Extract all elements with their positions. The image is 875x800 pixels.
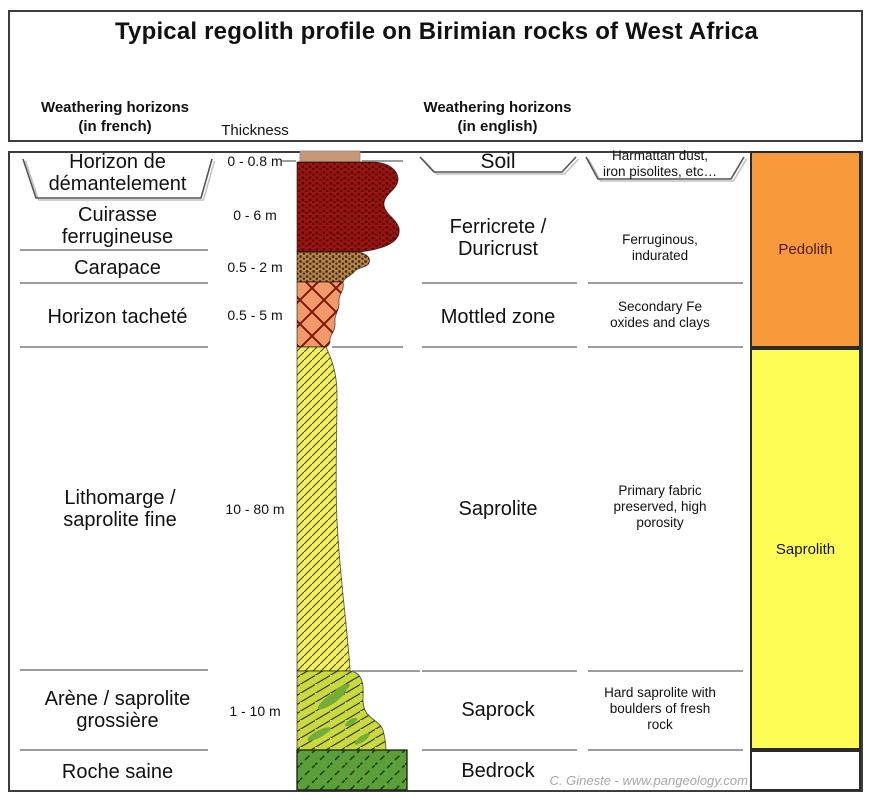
label-line: ferrugineuse xyxy=(61,226,174,248)
pedolith-label: Pedolith xyxy=(778,241,833,258)
english-label-ferricrete: Ferricrete / Duricrust xyxy=(418,216,578,260)
thickness-soil: 0 - 0.8 m xyxy=(227,153,283,169)
label-line: Cuirasse xyxy=(78,204,157,226)
label-line: Lithomarge / xyxy=(64,487,176,509)
note-line: Primary fabric xyxy=(618,483,702,498)
french-label-arene: Arène / saprolite grossière xyxy=(35,688,200,732)
note-line: oxides and clays xyxy=(610,315,710,330)
note-line: boulders of fresh xyxy=(609,701,711,716)
column-header-thickness: Thickness xyxy=(221,122,289,139)
french-label-lithomarge: Lithomarge / saprolite fine xyxy=(40,487,200,531)
label-line: saprolite fine xyxy=(63,509,177,531)
column-header-french-line2: (in french) xyxy=(78,118,152,135)
label-line: Duricrust xyxy=(457,238,538,260)
page-title: Typical regolith profile on Birimian roc… xyxy=(114,18,759,45)
note-harmattan: Harmattan dust, iron pisolites, etc… xyxy=(585,148,735,180)
column-header-french: Weathering horizons (in french) xyxy=(25,98,205,136)
english-label-saprolite: Saprolite xyxy=(418,498,578,520)
note-line: Secondary Fe xyxy=(617,299,703,314)
note-line: porosity xyxy=(636,515,684,530)
label-line: Carapace xyxy=(74,257,161,279)
main-diagram-box xyxy=(8,151,863,792)
note-secondary-fe: Secondary Fe oxides and clays xyxy=(590,299,730,331)
note-line: Harmattan dust, xyxy=(611,148,709,163)
thickness-mottled: 0.5 - 5 m xyxy=(227,307,283,323)
pedolith-category-box: Pedolith xyxy=(750,151,861,348)
column-header-french-line1: Weathering horizons xyxy=(40,99,190,116)
french-label-horizon-tachete: Horizon tacheté xyxy=(25,306,210,328)
credit-text: C. Gineste - www.pangeology.com xyxy=(549,773,748,788)
label-line: grossière xyxy=(76,710,159,732)
label-line: Horizon tacheté xyxy=(47,306,188,328)
english-label-saprock: Saprock xyxy=(418,699,578,721)
note-line: iron pisolites, etc… xyxy=(602,164,718,179)
saprolith-category-box: Saprolith xyxy=(750,348,861,750)
note-hard-saprolite: Hard saprolite with boulders of fresh ro… xyxy=(585,685,735,733)
note-primary-fabric: Primary fabric preserved, high porosity xyxy=(600,483,720,531)
label-line: Horizon de xyxy=(69,151,166,173)
thickness-cuirasse: 0 - 6 m xyxy=(233,207,277,223)
french-label-cuirasse-ferrugineuse: Cuirasse ferrugineuse xyxy=(35,204,200,248)
english-label-soil: Soil xyxy=(418,151,578,173)
note-line: preserved, high xyxy=(613,499,707,514)
label-line: Saprock xyxy=(461,699,535,721)
english-label-bedrock: Bedrock xyxy=(418,760,578,782)
note-line: rock xyxy=(647,717,673,732)
column-header-english-line1: Weathering horizons xyxy=(423,99,572,116)
english-label-mottled-zone: Mottled zone xyxy=(418,306,578,328)
column-header-english-line2: (in english) xyxy=(457,118,538,135)
saprolith-label: Saprolith xyxy=(775,540,836,558)
label-line: Arène / saprolite xyxy=(44,688,191,710)
header-box xyxy=(8,10,863,142)
label-line: Saprolite xyxy=(458,498,538,520)
label-line: Roche saine xyxy=(61,761,174,783)
thickness-saprolite: 10 - 80 m xyxy=(225,501,285,517)
label-line: démantelement xyxy=(48,173,187,195)
thickness-saprock: 1 - 10 m xyxy=(229,703,281,719)
thickness-carapace: 0.5 - 2 m xyxy=(227,259,283,275)
label-line: Bedrock xyxy=(461,760,535,782)
label-line: Mottled zone xyxy=(440,306,556,328)
note-line: indurated xyxy=(631,248,689,263)
label-line: Ferricrete / xyxy=(449,216,547,238)
bedrock-category-box-empty xyxy=(750,750,861,791)
label-line: Soil xyxy=(480,150,516,173)
note-line: Hard saprolite with xyxy=(604,685,716,700)
note-ferruginous: Ferruginous, indurated xyxy=(600,232,720,264)
french-label-carapace: Carapace xyxy=(35,257,200,279)
note-line: Ferruginous, xyxy=(622,232,698,247)
french-label-roche-saine: Roche saine xyxy=(35,761,200,783)
french-label-horizon-de-demantelement: Horizon de démantelement xyxy=(30,151,205,195)
column-header-english: Weathering horizons (in english) xyxy=(405,98,590,136)
